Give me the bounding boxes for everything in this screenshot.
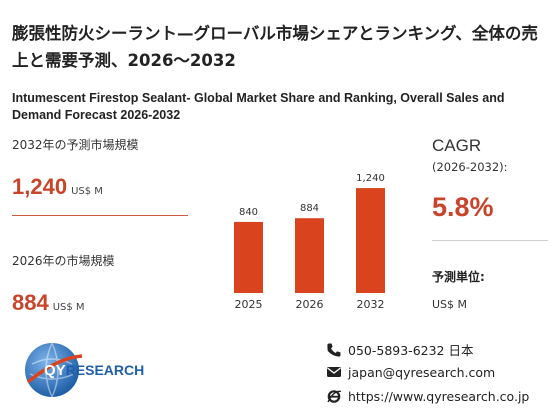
forecast-2032-label: 2032年の予測市場規模 [12, 138, 139, 152]
market-2026-unit: US$ M [52, 302, 85, 313]
page-title-english: Intumescent Firestop Sealant- Global Mar… [12, 91, 505, 122]
logo-qy: QY [44, 362, 66, 379]
globe-icon [25, 342, 83, 398]
bar-value-label-2032: 1,240 [356, 173, 385, 184]
forecast-2032-unit: US$ M [71, 186, 103, 197]
forecast-unit-value: US$ M [432, 298, 468, 311]
bar-2032 [356, 188, 385, 293]
market-2026-label: 2026年の市場規模 [12, 254, 115, 268]
phone-icon [327, 343, 341, 357]
contact-email: japan@qyresearch.com [326, 364, 495, 380]
forecast-2032-number: 1,240 [12, 174, 68, 199]
website-link[interactable]: https://www.qyresearch.co.jp [348, 388, 530, 404]
cagr-label: CAGR [432, 136, 482, 155]
cagr-divider [432, 240, 548, 241]
qyresearch-logo: QYRESEARCH [22, 338, 182, 402]
email-link[interactable]: japan@qyresearch.com [348, 364, 496, 380]
forecast-unit-label: 予測単位: [432, 270, 485, 284]
contact-phone: 050-5893-6232 日本 [326, 340, 473, 359]
divider-rule [12, 215, 188, 216]
bar-value-label-2025: 840 [239, 207, 258, 218]
contact-website: https://www.qyresearch.co.jp [326, 388, 529, 404]
bar-2026 [295, 218, 324, 293]
x-tick-label-2026: 2026 [296, 298, 324, 311]
logo-research: RESEARCH [65, 362, 145, 378]
forecast-2032-value: 1,240 US$ M [12, 174, 103, 200]
browser-icon [327, 390, 342, 403]
logo-wordmark: QYRESEARCH [44, 362, 144, 379]
bar-2025 [234, 221, 263, 293]
cagr-period: (2026-2032): [432, 160, 508, 174]
cagr-value: 5.8% [432, 192, 494, 222]
page-title-japanese: 膨張性防火シーラント—グローバル市場シェアとランキング、全体の売上と需要予測、2… [12, 24, 538, 70]
market-2026-number: 884 [12, 290, 49, 315]
phone-number: 050-5893-6232 日本 [348, 343, 474, 358]
x-tick-label-2032: 2032 [357, 298, 385, 311]
x-tick-label-2025: 2025 [235, 298, 263, 311]
mail-icon [327, 367, 341, 377]
market-2026-value: 884 US$ M [12, 290, 85, 316]
bar-value-label-2026: 884 [300, 203, 319, 214]
bar-chart: 840 2025 884 2026 1,240 2032 [234, 173, 385, 311]
